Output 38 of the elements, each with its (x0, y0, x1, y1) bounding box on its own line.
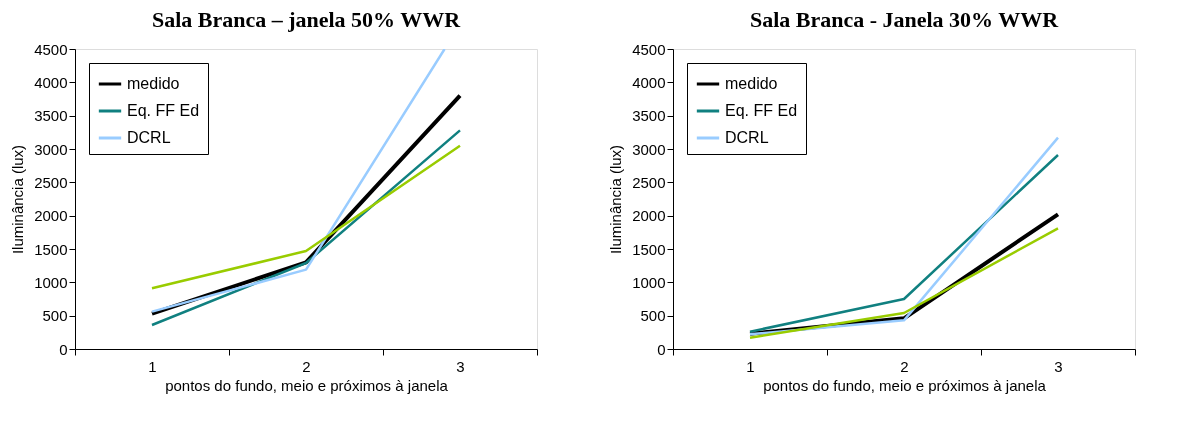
y-axis-title: Iluminância (lux) (9, 144, 27, 255)
y-tick-label: 3500 (632, 107, 666, 125)
y-tick-label: 1500 (632, 240, 666, 258)
y-tick-label: 1000 (632, 273, 666, 291)
legend-label: DCRL (127, 129, 171, 146)
y-tick-label: 4000 (632, 73, 666, 91)
legend-label: Eq. FF Ed (127, 102, 200, 119)
x-tick-label: 1 (148, 357, 157, 375)
y-tick-label: 2500 (632, 173, 666, 191)
x-tick-label: 3 (456, 357, 465, 375)
x-tick-label: 2 (900, 357, 909, 375)
y-tick-label: 500 (42, 307, 68, 325)
x-axis-title: pontos do fundo, meio e próximos à janela (165, 376, 449, 394)
legend-label: DCRL (725, 129, 769, 146)
x-axis-title: pontos do fundo, meio e próximos à janela (763, 376, 1047, 394)
chart-title: Sala Branca – janela 50% WWR (151, 7, 462, 32)
x-tick-label: 3 (1054, 357, 1063, 375)
y-tick-label: 4500 (632, 40, 666, 58)
y-tick-label: 2000 (34, 207, 68, 225)
legend-label: medido (725, 75, 778, 92)
y-tick-label: 500 (640, 307, 666, 325)
y-tick-label: 0 (59, 340, 68, 358)
y-tick-label: 2500 (34, 173, 68, 191)
chart-title: Sala Branca - Janela 30% WWR (749, 7, 1060, 32)
y-tick-label: 3000 (632, 140, 666, 158)
y-tick-label: 0 (657, 340, 666, 358)
legend-label: Eq. FF Ed (725, 102, 798, 119)
x-tick-label: 1 (746, 357, 755, 375)
y-tick-label: 2000 (632, 207, 666, 225)
y-tick-label: 1000 (34, 273, 68, 291)
y-axis-title: Iluminância (lux) (607, 144, 625, 255)
y-tick-label: 4500 (34, 40, 68, 58)
y-tick-label: 3500 (34, 107, 68, 125)
legend-label: medido (127, 75, 180, 92)
y-tick-label: 4000 (34, 73, 68, 91)
x-tick-label: 2 (302, 357, 311, 375)
y-tick-label: 3000 (34, 140, 68, 158)
y-tick-label: 1500 (34, 240, 68, 258)
